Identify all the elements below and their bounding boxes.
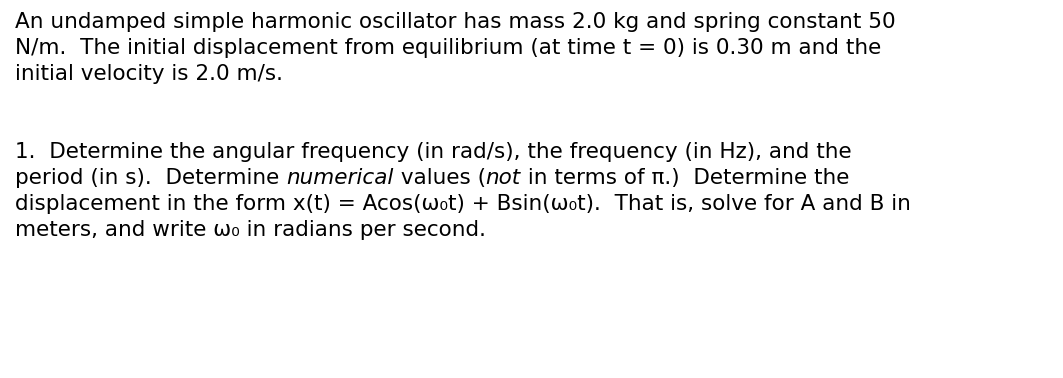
Text: values (: values ( xyxy=(393,168,486,188)
Text: numerical: numerical xyxy=(286,168,393,188)
Text: meters, and write ω₀ in radians per second.: meters, and write ω₀ in radians per seco… xyxy=(15,220,486,240)
Text: initial velocity is 2.0 m/s.: initial velocity is 2.0 m/s. xyxy=(15,64,283,84)
Text: not: not xyxy=(486,168,521,188)
Text: period (in s).  Determine: period (in s). Determine xyxy=(15,168,286,188)
Text: An undamped simple harmonic oscillator has mass 2.0 kg and spring constant 50: An undamped simple harmonic oscillator h… xyxy=(15,12,896,32)
Text: in terms of π.)  Determine the: in terms of π.) Determine the xyxy=(521,168,849,188)
Text: 1.  Determine the angular frequency (in rad/s), the frequency (in Hz), and the: 1. Determine the angular frequency (in r… xyxy=(15,142,851,162)
Text: N/m.  The initial displacement from equilibrium (at time t = 0) is 0.30 m and th: N/m. The initial displacement from equil… xyxy=(15,38,881,58)
Text: displacement in the form x(t) = Acos(ω₀t) + Bsin(ω₀t).  That is, solve for A and: displacement in the form x(t) = Acos(ω₀t… xyxy=(15,194,911,214)
